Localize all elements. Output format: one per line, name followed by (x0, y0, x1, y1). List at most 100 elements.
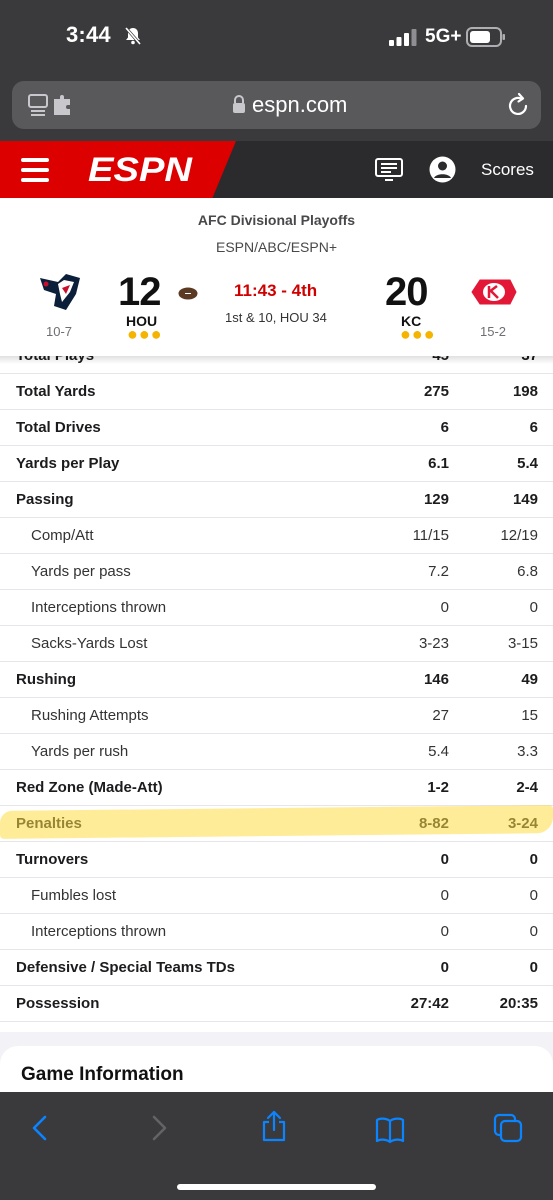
scoreboard-icon[interactable] (375, 158, 403, 182)
stat-value-kc: 2-4 (516, 779, 538, 796)
stat-value-kc: 0 (529, 599, 538, 616)
down-distance: 1st & 10, HOU 34 (225, 310, 327, 325)
stat-value-kc: 0 (529, 887, 538, 904)
header-shadow (0, 356, 553, 364)
stat-value-kc: 3.3 (517, 743, 538, 760)
team-abbr-hou: HOU (126, 313, 158, 329)
stat-value-hou: 129 (423, 491, 449, 508)
reader-extensions-icon[interactable] (28, 93, 76, 117)
game-clock: 11:43 - 4th (234, 281, 318, 300)
stat-label: Rushing Attempts (31, 707, 149, 724)
score-hou: 12 (118, 270, 161, 314)
game-header[interactable]: AFC Divisional Playoffs ESPN/ABC/ESPN+ 1… (0, 198, 553, 356)
svg-text:ESPN: ESPN (88, 151, 194, 187)
stat-label: Total Yards (16, 383, 96, 400)
stat-value-kc: 3-15 (507, 635, 538, 652)
stat-row: Yards per Play 6.1 5.4 (0, 446, 553, 482)
game-series-title: AFC Divisional Playoffs (197, 212, 356, 228)
stat-label: Turnovers (16, 851, 89, 868)
stat-value-hou: 146 (423, 671, 449, 688)
stat-row: Total Drives 6 6 (0, 410, 553, 446)
stat-row: Comp/Att 11/15 12/19 (0, 518, 553, 554)
reload-icon[interactable] (507, 92, 531, 118)
espn-logo[interactable]: ESPN (86, 151, 194, 187)
stat-value-hou: 1-2 (427, 779, 449, 796)
stat-row: Total Yards 275 198 (0, 374, 553, 410)
stat-row: Sacks-Yards Lost 3-23 3-15 (0, 626, 553, 662)
stat-label: Defensive / Special Teams TDs (16, 959, 235, 976)
game-network: ESPN/ABC/ESPN+ (216, 239, 337, 255)
stat-value-hou: 0 (440, 851, 449, 868)
stat-row: Interceptions thrown 0 0 (0, 914, 553, 950)
chiefs-logo-icon[interactable] (470, 276, 518, 308)
stat-value-kc: 6 (529, 419, 538, 436)
team-stats-table: Total Plays 45 37 Total Yards 275 198 Total Dr… (0, 356, 553, 1032)
network-type: 5G+ (425, 26, 462, 47)
bookmarks-icon[interactable] (375, 1114, 405, 1146)
signal-icon (389, 29, 417, 46)
stat-label: Fumbles lost (31, 887, 117, 904)
stat-row: Fumbles lost 0 0 (0, 878, 553, 914)
stat-value-hou: 0 (440, 599, 449, 616)
bell-slash-icon (124, 27, 142, 45)
stat-value-kc: 15 (521, 707, 538, 724)
texans-logo-icon[interactable] (36, 272, 84, 314)
stat-row: Defensive / Special Teams TDs 0 0 (0, 950, 553, 986)
stat-value-hou: 5.4 (428, 743, 449, 760)
stat-value-kc: 20:35 (499, 995, 538, 1012)
stat-value-hou: 275 (423, 383, 449, 400)
stat-value-hou: 27:42 (410, 995, 449, 1012)
address-bar[interactable]: espn.com (12, 81, 541, 129)
stat-label: Interceptions thrown (31, 599, 167, 616)
stat-value-hou: 6 (440, 419, 449, 436)
stat-label: Passing (16, 491, 74, 508)
stat-value-hou: 11/15 (412, 527, 449, 544)
stat-label: Interceptions thrown (31, 923, 167, 940)
stat-value-kc: 37 (521, 356, 538, 364)
stat-row: Red Zone (Made-Att) 1-2 2-4 (0, 770, 553, 806)
stat-value-kc: 0 (529, 851, 538, 868)
possession-football-icon (178, 287, 198, 300)
stat-row: Rushing 146 49 (0, 662, 553, 698)
score-kc: 20 (385, 270, 428, 314)
stat-value-kc: 6.8 (517, 563, 538, 580)
stat-row: Turnovers 0 0 (0, 842, 553, 878)
stat-label: Yards per pass (31, 563, 131, 580)
stat-value-kc: 5.4 (517, 455, 538, 472)
stat-label: Yards per Play (16, 455, 120, 472)
stat-label: Total Drives (16, 419, 101, 436)
espn-nav-bar: ESPN (0, 141, 553, 198)
home-indicator (177, 1184, 376, 1190)
battery-icon (466, 27, 505, 47)
status-bar: 3:44 5G+ (0, 0, 553, 74)
stat-value-hou: 0 (440, 923, 449, 940)
forward-icon[interactable] (143, 1112, 173, 1144)
stat-row: Interceptions thrown 0 0 (0, 590, 553, 626)
stat-row: Passing 129 149 (0, 482, 553, 518)
stat-row: Possession 27:42 20:35 (0, 986, 553, 1022)
stat-row: Total Plays 45 37 (0, 356, 553, 374)
lock-icon (233, 95, 245, 113)
profile-icon[interactable] (429, 156, 456, 183)
game-information-title: Game Information (21, 1064, 184, 1085)
share-icon[interactable] (259, 1110, 289, 1142)
stat-value-kc: 0 (529, 959, 538, 976)
team-record-hou: 10-7 (46, 324, 73, 339)
stat-value-kc: 198 (512, 383, 538, 400)
menu-icon[interactable] (21, 158, 49, 182)
stat-value-hou: 0 (440, 887, 449, 904)
stat-label: Rushing (16, 671, 76, 688)
stat-value-kc: 12/19 (500, 527, 538, 544)
stat-value-kc: 149 (512, 491, 538, 508)
stat-value-kc: 49 (521, 671, 538, 688)
stat-label: Red Zone (Made-Att) (16, 779, 163, 796)
stat-label: Yards per rush (31, 743, 129, 760)
scores-link[interactable]: Scores (481, 160, 534, 179)
stat-value-hou: 0 (440, 959, 449, 976)
stat-value-hou: 27 (432, 707, 449, 724)
back-icon[interactable] (26, 1112, 56, 1144)
url-text[interactable]: espn.com (252, 92, 348, 117)
tabs-icon[interactable] (493, 1112, 523, 1144)
stat-value-hou: 45 (432, 356, 449, 364)
timeouts-hou: ●●● (127, 324, 163, 344)
